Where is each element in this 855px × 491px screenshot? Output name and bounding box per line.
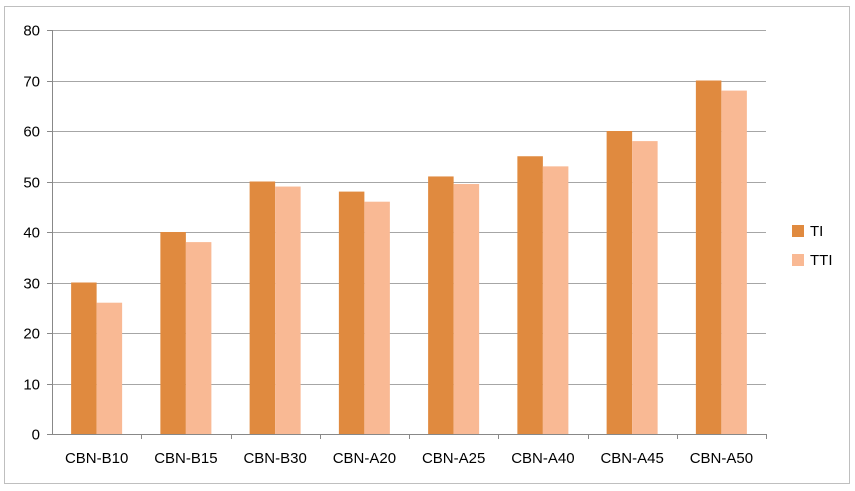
bar-ti-cbn-a45 [606,131,633,434]
legend-swatch-ti [792,225,804,237]
y-tick-label: 70 [23,74,40,91]
x-tick-label: CBN-B10 [65,450,128,467]
x-tick-label: CBN-A40 [511,450,574,467]
y-tick-label: 10 [23,377,40,394]
x-tick-label: CBN-B15 [154,450,217,467]
bar-tti-cbn-b30 [275,186,301,434]
bar-ti-cbn-a40 [517,156,543,434]
bar-ti-cbn-b10 [71,282,97,434]
x-tick-label: CBN-A20 [333,450,396,467]
bar-ti-cbn-a50 [695,80,722,434]
y-tick-label: 50 [23,175,40,192]
gridlines [52,30,766,385]
x-tick-labels: CBN-B10 CBN-B15 CBN-B30 CBN-A20 CBN-A25 CBN-A… [65,450,753,467]
y-tick-label: 30 [23,276,40,293]
bar-ti-cbn-a20 [338,191,365,434]
bar-tti-cbn-a20 [364,201,390,434]
y-tick-labels: 0 10 20 30 40 50 60 70 80 [23,23,40,444]
legend-label-ti: TI [810,223,823,240]
y-tick-label: 80 [23,23,40,40]
bar-ti-cbn-b30 [249,181,276,434]
bar-tti-cbn-a25 [453,184,480,434]
axes [47,30,767,439]
bars [71,80,747,434]
y-tick-label: 60 [23,124,40,141]
x-tick-label: CBN-A45 [600,450,663,467]
legend-label-tti: TTI [810,252,833,269]
y-tick-label: 20 [23,326,40,343]
bar-ti-cbn-b15 [160,232,186,434]
bar-ti-cbn-a25 [428,176,454,434]
bar-tti-cbn-b10 [96,302,123,434]
bar-tti-cbn-a50 [721,90,747,434]
legend-swatch-tti [792,254,804,266]
x-tick-label: CBN-A50 [690,450,753,467]
y-tick-label: 40 [23,225,40,242]
bar-tti-cbn-b15 [185,242,212,434]
bar-tti-cbn-a45 [632,141,658,434]
bar-tti-cbn-a40 [542,166,569,434]
y-tick-label: 0 [32,427,40,444]
x-tick-label: CBN-B30 [243,450,306,467]
x-tick-label: CBN-A25 [422,450,485,467]
legend: TI TTI [792,223,833,269]
